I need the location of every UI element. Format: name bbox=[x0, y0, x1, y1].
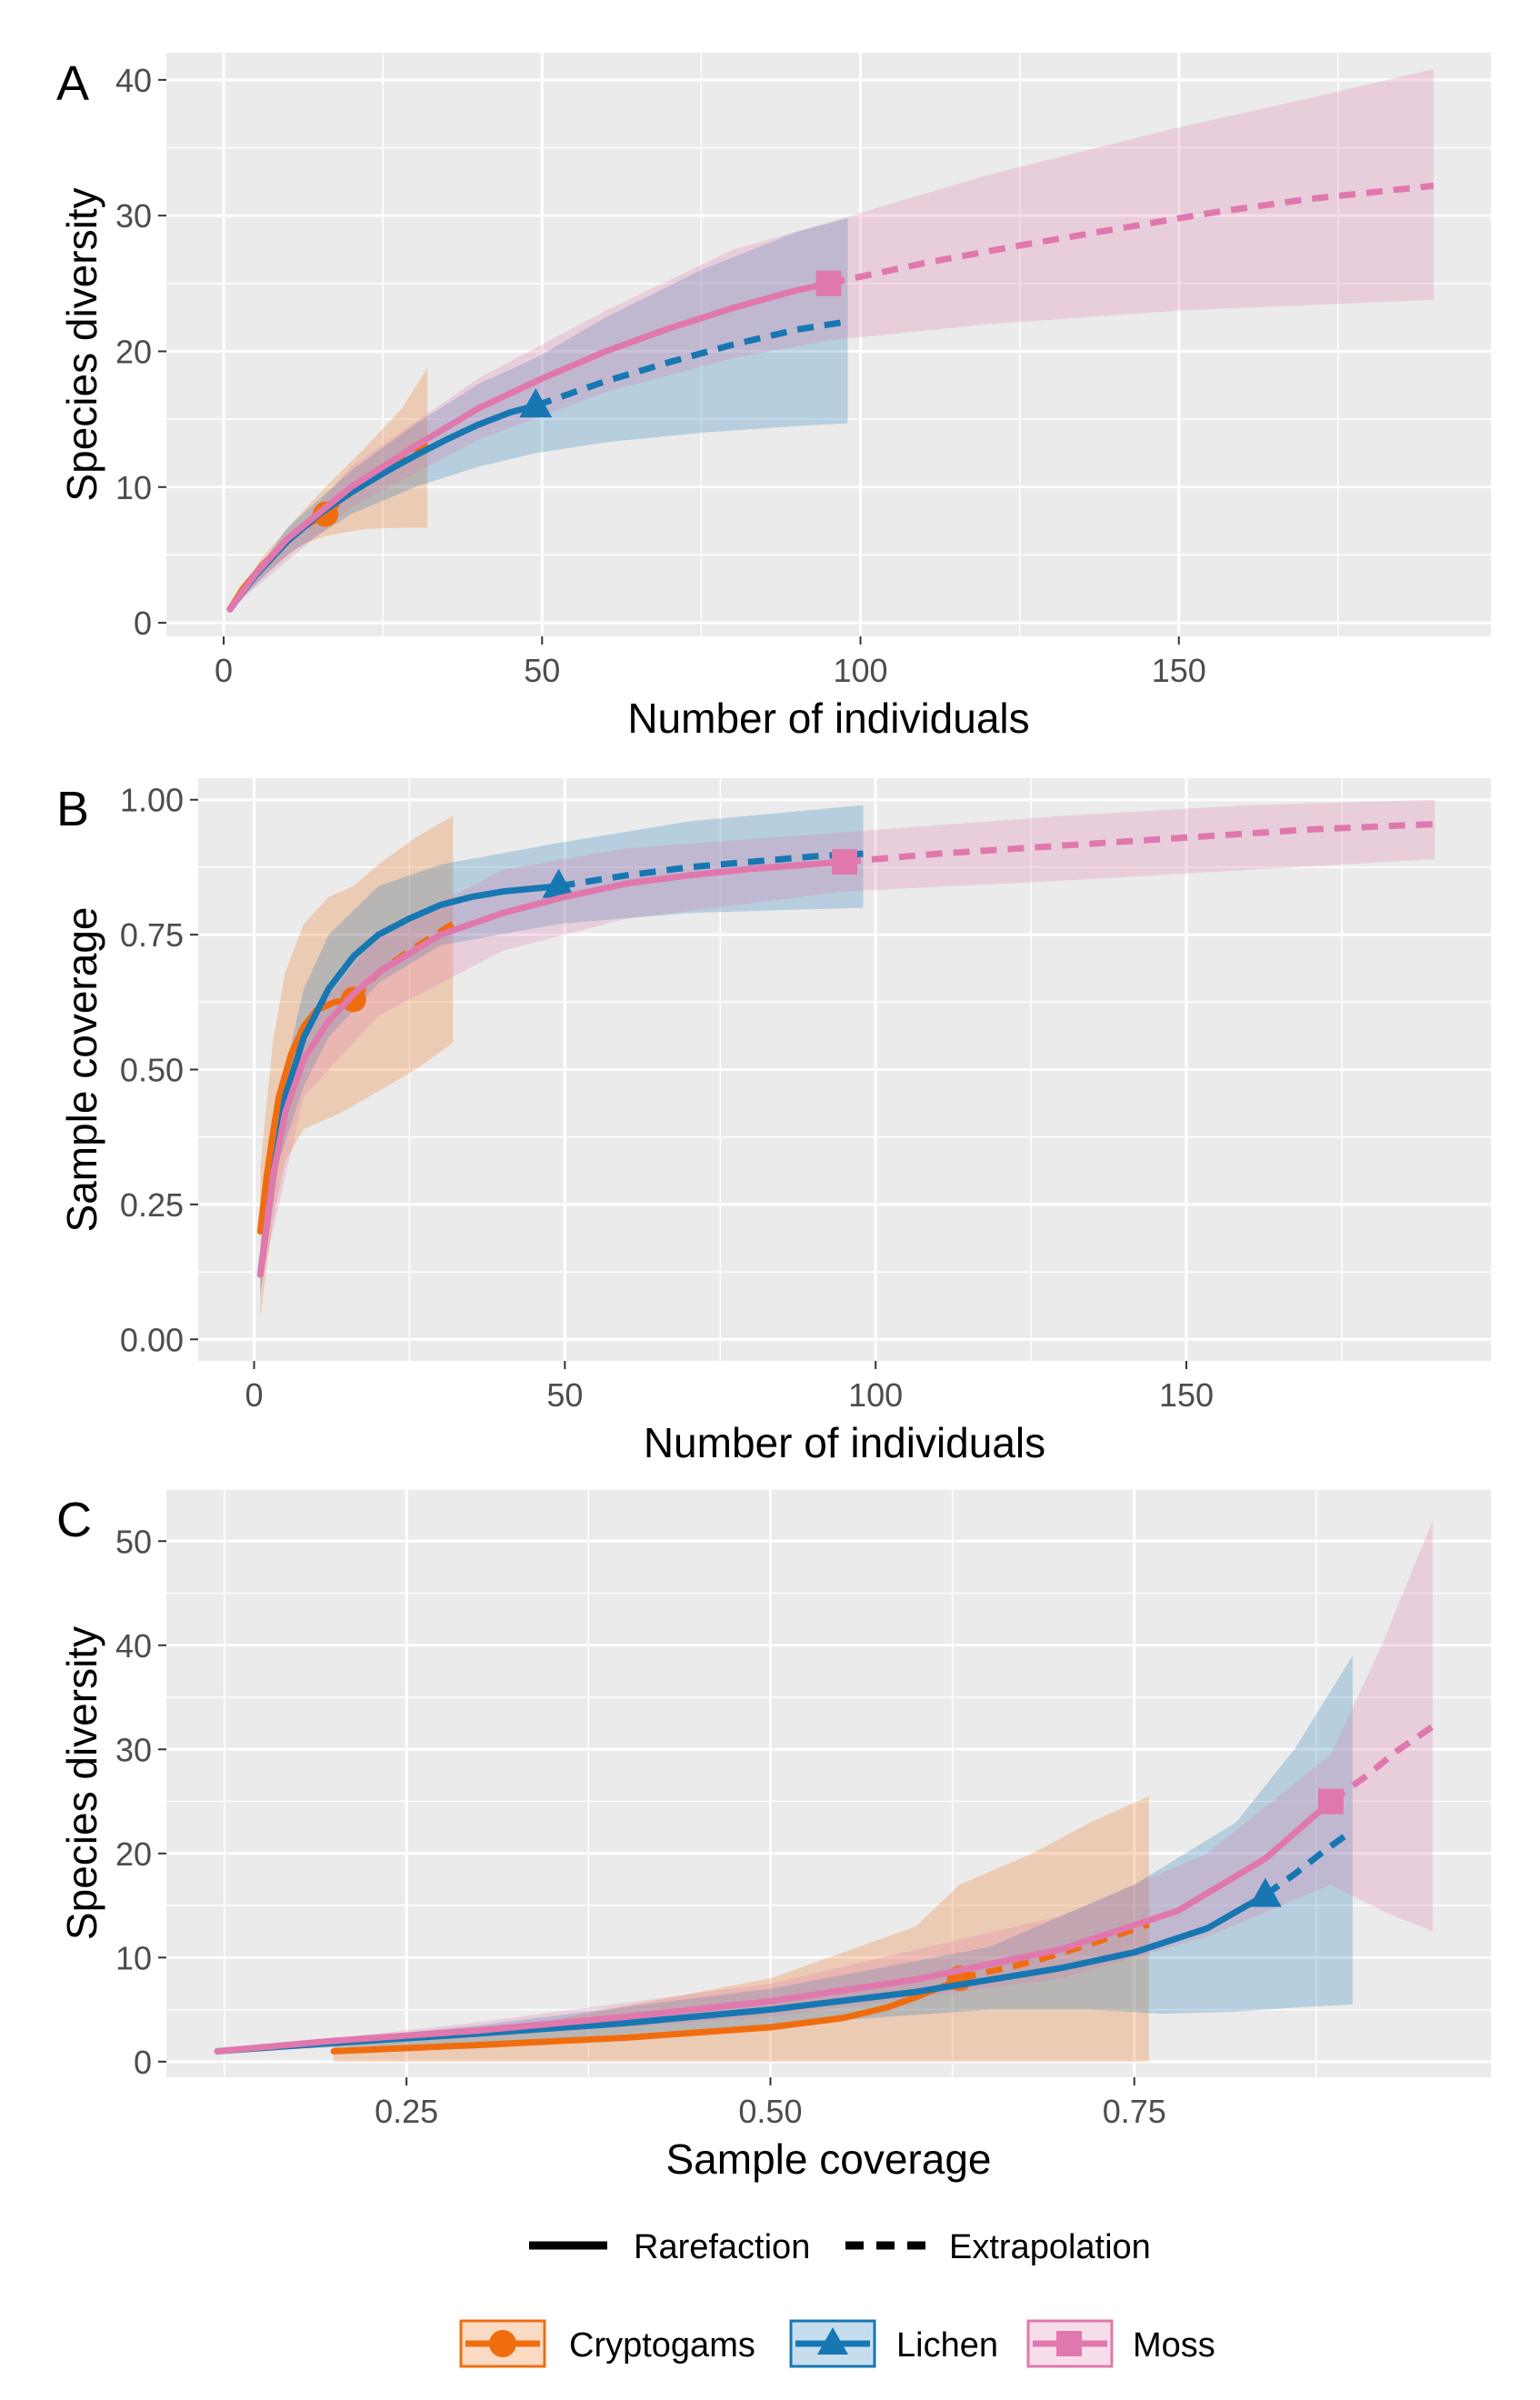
legend-label-extrapolation: Extrapolation bbox=[949, 2228, 1151, 2266]
marker-observed-lichen bbox=[1248, 1877, 1282, 1907]
x-tick-label: 150 bbox=[1159, 1376, 1214, 1414]
line-extrapolation-moss bbox=[1328, 1724, 1435, 1805]
line-extrapolation-lichen bbox=[1263, 1827, 1355, 1898]
x-tick-label: 0.50 bbox=[738, 2093, 802, 2130]
y-tick-label: 0.75 bbox=[120, 916, 184, 954]
line-extrapolation-moss bbox=[844, 820, 1435, 865]
x-tick-label: 0.25 bbox=[375, 2093, 438, 2130]
y-tick-label: 10 bbox=[115, 1939, 152, 1976]
marker-observed-lichen bbox=[519, 388, 553, 418]
line-extrapolation-lichen bbox=[557, 850, 864, 890]
y-tick-label: 30 bbox=[115, 197, 152, 235]
panel-c: 0.25 0.50 0.75 0 10 20 30 40 50 Sample coverage Sp… bbox=[56, 1488, 1491, 2183]
x-tick-label: 150 bbox=[1152, 652, 1206, 689]
legend-label-cryptogams: Cryptogams bbox=[569, 2326, 755, 2365]
line-extrapolation-lichen bbox=[535, 318, 849, 409]
marker-observed-lichen bbox=[542, 868, 575, 898]
x-tick-label: 0.75 bbox=[1103, 2093, 1166, 2130]
x-tick-label: 100 bbox=[848, 1376, 903, 1414]
marker-observed-moss bbox=[1317, 1788, 1344, 1815]
y-tick-label: 1.00 bbox=[120, 782, 184, 819]
legend-label-rarefaction: Rarefaction bbox=[634, 2228, 810, 2266]
marker-observed-moss bbox=[832, 848, 857, 875]
legend-label-moss: Moss bbox=[1133, 2326, 1215, 2365]
line-extrapolation-moss bbox=[827, 182, 1435, 287]
y-tick-label: 10 bbox=[115, 469, 152, 506]
y-tick-label: 0 bbox=[134, 605, 152, 642]
x-tick-label: 0 bbox=[245, 1376, 264, 1414]
panel-b: 0 50 100 150 0.00 0.25 0.50 0.75 1.00 Number of i… bbox=[56, 778, 1491, 1466]
panel-label-a: A bbox=[56, 56, 89, 111]
y-tick-label: 30 bbox=[115, 1731, 152, 1768]
x-tick-label: 100 bbox=[833, 652, 887, 689]
legend-marker-cryptogams bbox=[489, 2330, 516, 2357]
line-extrapolation-cryptogams bbox=[958, 1921, 1150, 1982]
ci-band-moss bbox=[230, 68, 1434, 610]
panel-a: 0 50 100 150 0 10 20 30 40 Number of individuals S… bbox=[56, 53, 1491, 742]
y-axis-title-a: Species diversity bbox=[58, 187, 105, 501]
y-tick-label: 40 bbox=[115, 1627, 152, 1665]
ci-band-moss bbox=[260, 799, 1435, 1285]
x-tick-label: 50 bbox=[546, 1376, 583, 1414]
ci-band-lichen bbox=[260, 805, 864, 1296]
legend-marker-lichen bbox=[817, 2327, 848, 2355]
marker-observed-cryptogams bbox=[340, 986, 366, 1013]
y-tick-label: 0.00 bbox=[120, 1321, 184, 1358]
plot-background-c bbox=[166, 1489, 1491, 2077]
panel-label-b: B bbox=[56, 782, 89, 836]
ci-band-cryptogams bbox=[334, 1795, 1149, 2062]
x-axis-title-a: Number of individuals bbox=[627, 695, 1029, 742]
y-tick-label: 20 bbox=[115, 1835, 152, 1873]
x-tick-label: 50 bbox=[524, 652, 560, 689]
y-axis-title-b: Sample coverage bbox=[58, 907, 105, 1233]
ci-band-moss bbox=[217, 1520, 1433, 2052]
x-axis-title-b: Number of individuals bbox=[644, 1419, 1045, 1466]
y-tick-label: 0.50 bbox=[120, 1052, 184, 1089]
marker-observed-moss bbox=[815, 270, 842, 296]
legend-marker-moss bbox=[1056, 2331, 1082, 2356]
line-rarefaction-moss bbox=[214, 1798, 1335, 2055]
line-rarefaction-moss bbox=[256, 858, 848, 1278]
y-tick-label: 50 bbox=[115, 1523, 152, 1560]
legend-label-lichen: Lichen bbox=[896, 2326, 998, 2365]
legend-groups: Cryptogams Lichen Moss bbox=[459, 2319, 1215, 2368]
panel-label-c: C bbox=[56, 1493, 92, 1547]
ci-band-cryptogams bbox=[260, 815, 454, 1318]
y-axis-title-c: Species diversity bbox=[58, 1626, 105, 1940]
y-tick-label: 20 bbox=[115, 333, 152, 370]
x-tick-label: 0 bbox=[215, 652, 233, 689]
x-axis-title-c: Sample coverage bbox=[666, 2135, 992, 2183]
y-tick-label: 0.25 bbox=[120, 1186, 184, 1224]
line-rarefaction-cryptogams bbox=[256, 995, 357, 1235]
plot-background-a bbox=[166, 53, 1491, 636]
y-tick-label: 40 bbox=[115, 62, 152, 99]
line-rarefaction-moss bbox=[226, 280, 832, 613]
legend-linetype: Rarefaction Extrapolation bbox=[529, 2228, 1151, 2266]
y-tick-label: 0 bbox=[134, 2044, 152, 2081]
